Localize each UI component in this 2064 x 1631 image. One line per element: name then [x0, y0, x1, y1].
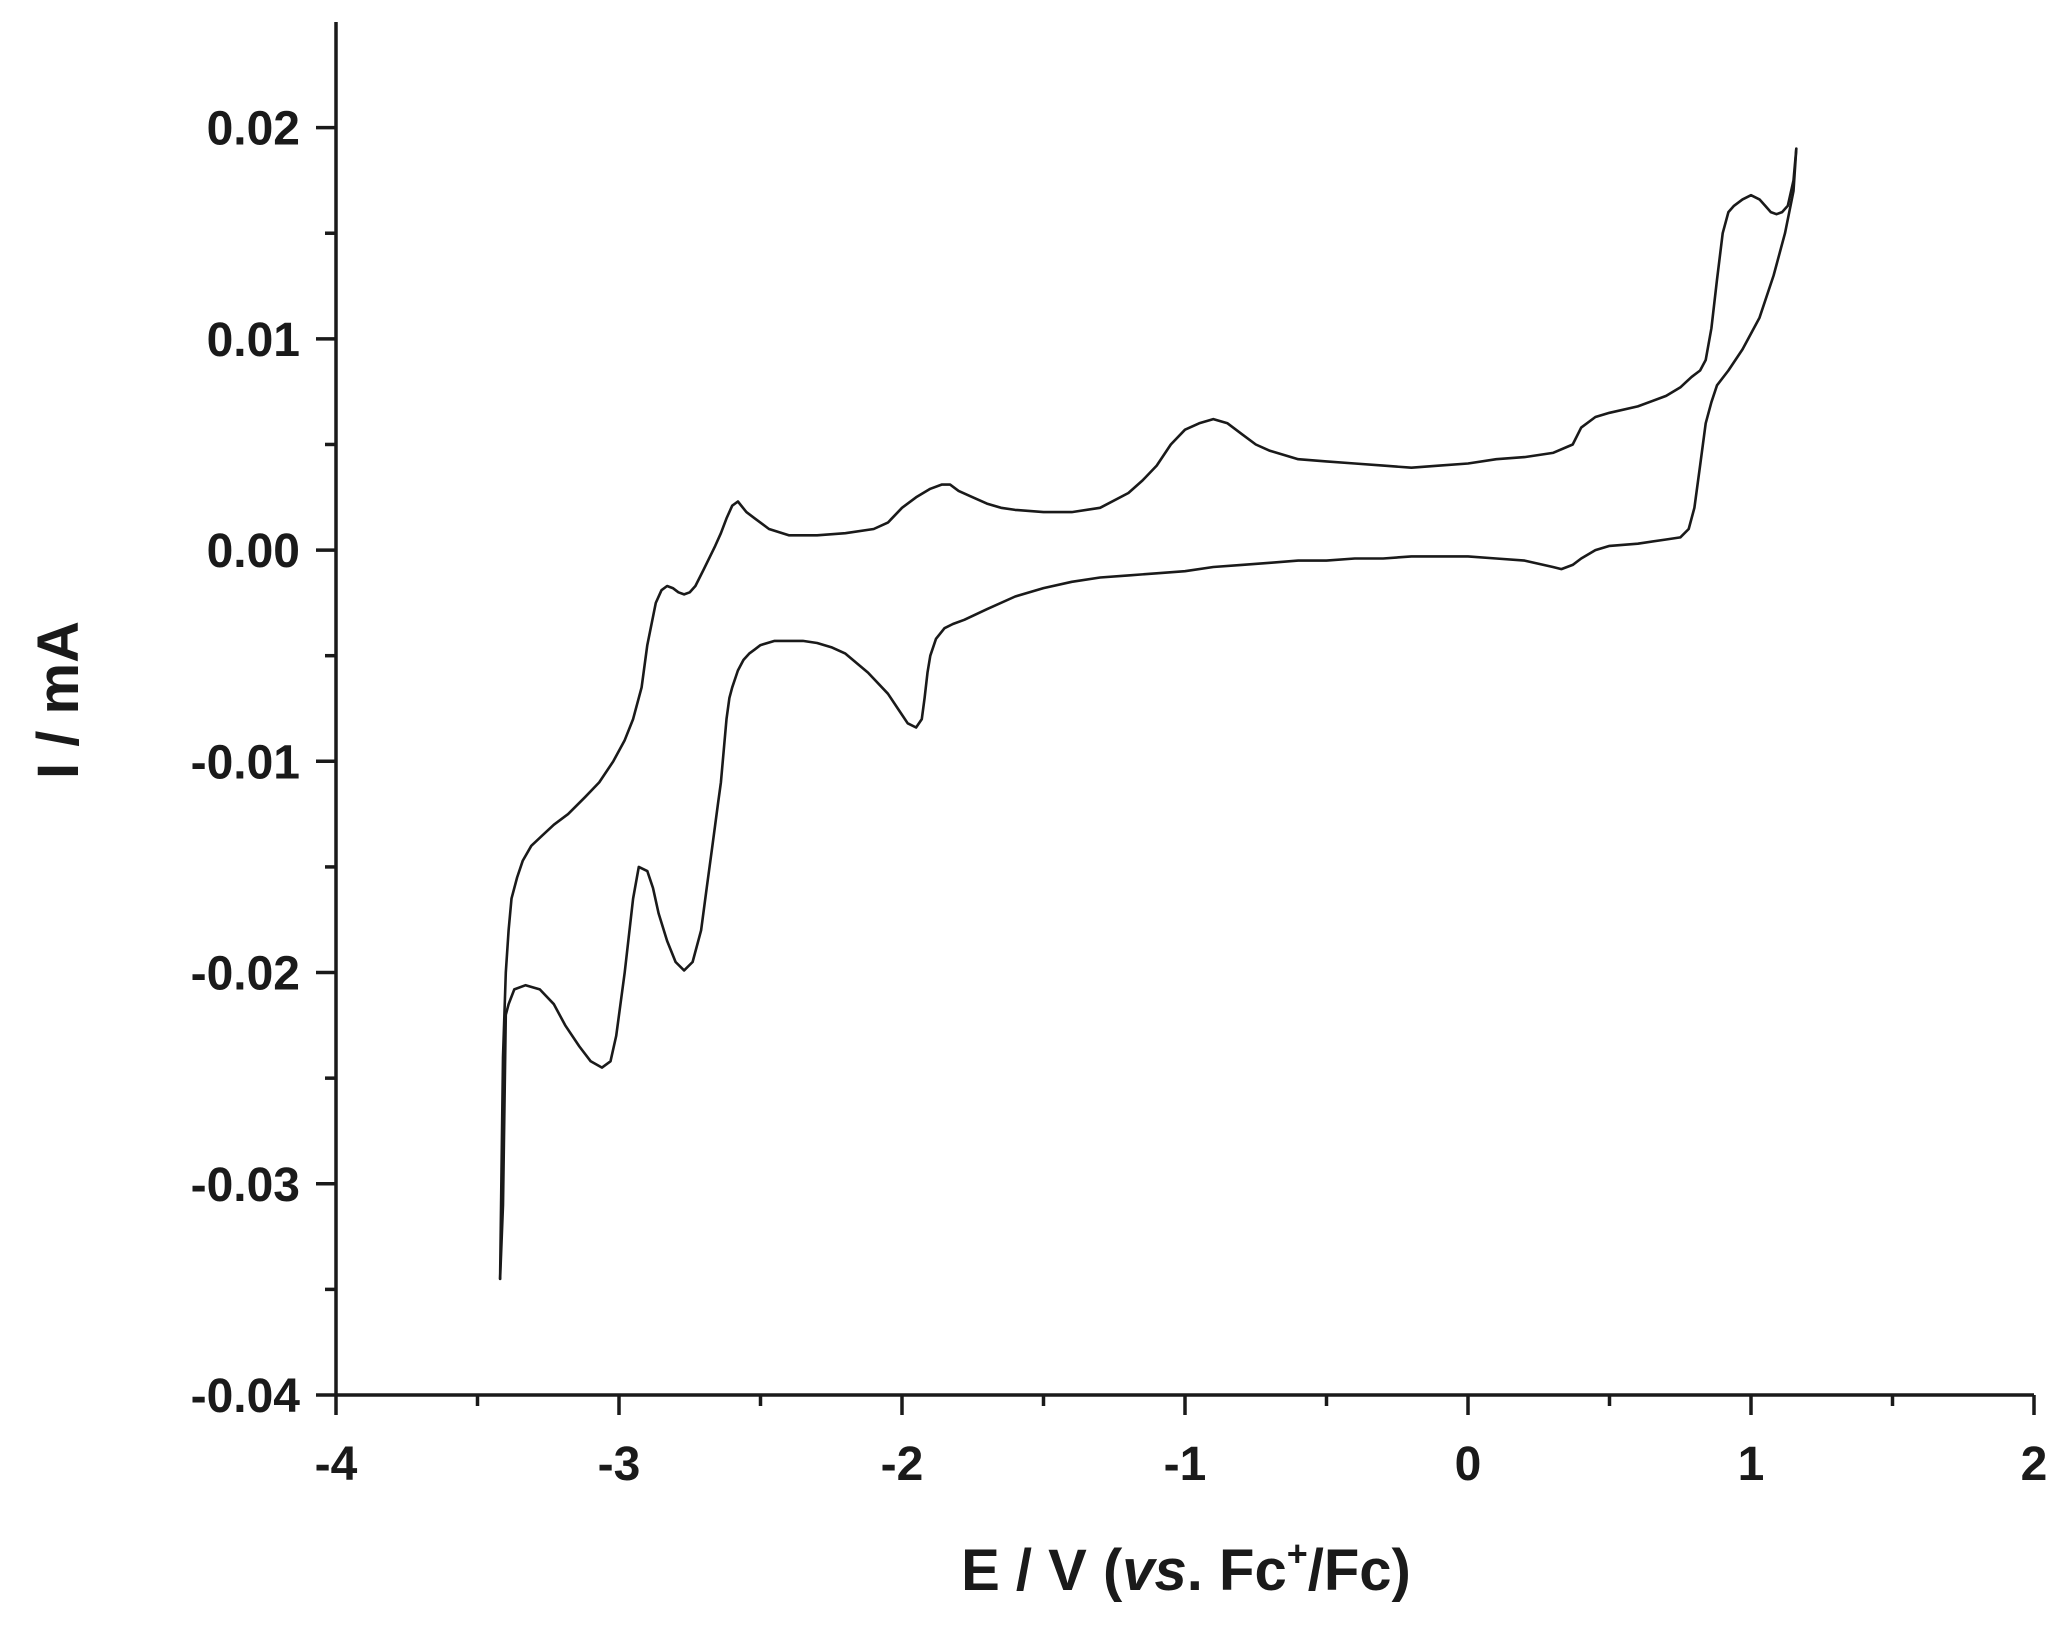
- cv-trace-upper-branch: [498, 147, 1798, 1281]
- x-axis-title: E / V (vs. Fc+/Fc): [961, 1533, 1411, 1603]
- x-axis-title-mid: . Fc: [1187, 1538, 1287, 1603]
- x-tick-label: 0: [1455, 1438, 1482, 1491]
- cv-trace-lower-branch: [498, 147, 1798, 1281]
- x-tick-label: -2: [881, 1438, 924, 1491]
- x-tick-label: 1: [1738, 1438, 1765, 1491]
- y-tick-label: 0.00: [207, 525, 300, 578]
- y-tick-label: -0.02: [191, 948, 300, 1001]
- y-tick-label: -0.03: [191, 1159, 300, 1212]
- y-tick-label: -0.04: [191, 1370, 301, 1423]
- y-axis-title: I / mA: [26, 621, 91, 779]
- plot-area: [498, 147, 1798, 1281]
- y-tick-label: 0.01: [207, 314, 300, 367]
- x-axis-title-superscript: +: [1287, 1533, 1308, 1574]
- x-axis-title-prefix: E / V (: [961, 1538, 1123, 1603]
- axes: [334, 22, 2034, 1397]
- axis-tick-labels: -4 -3 -2 -1 0 1 2 -0.04 -0.03 -0.02 -0.01 0.00 0.01 0…: [191, 103, 2048, 1491]
- x-axis-title-suffix: /Fc): [1308, 1538, 1411, 1603]
- x-tick-label: -3: [598, 1438, 641, 1491]
- x-tick-label: -4: [315, 1438, 358, 1491]
- x-axis-title-italic: vs: [1122, 1538, 1187, 1603]
- x-tick-label: -1: [1164, 1438, 1207, 1491]
- y-tick-label: 0.02: [207, 103, 300, 156]
- x-tick-label: 2: [2021, 1438, 2048, 1491]
- y-tick-label: -0.01: [191, 736, 300, 789]
- axis-ticks: [316, 125, 2036, 1415]
